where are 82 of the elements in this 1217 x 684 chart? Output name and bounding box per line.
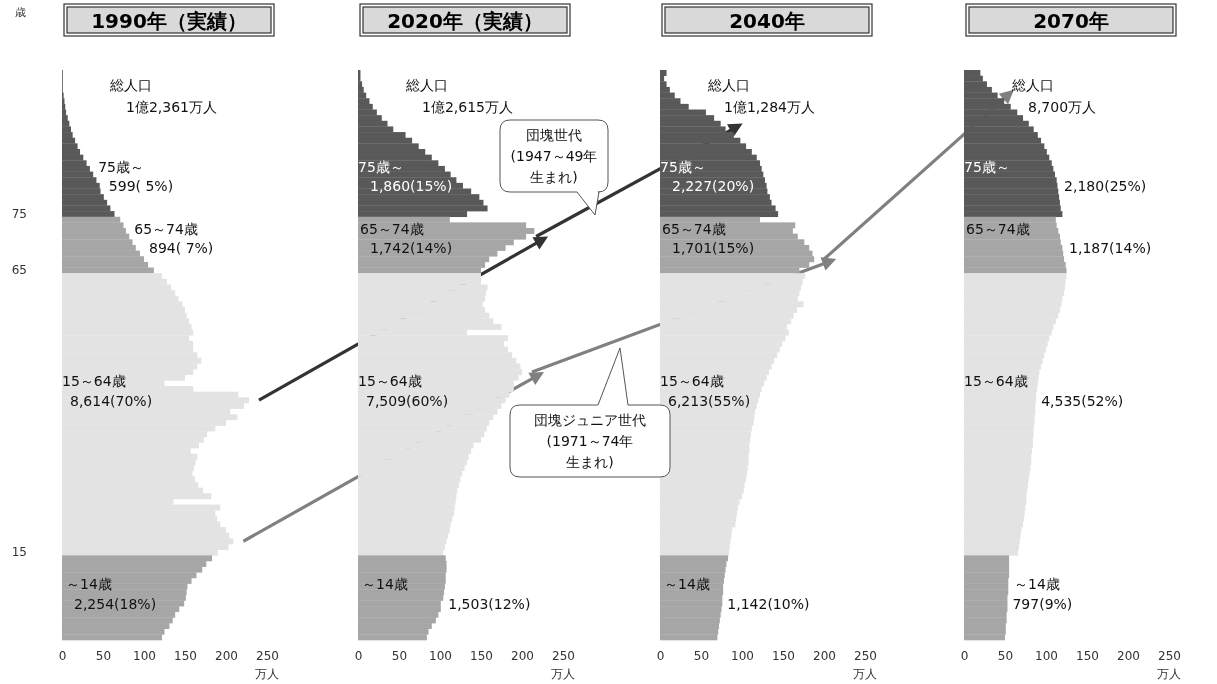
annotation: 2,180(25%) bbox=[1064, 178, 1147, 195]
annotation: 1億2,361万人 bbox=[126, 99, 217, 116]
annotation: 8,700万人 bbox=[1028, 99, 1097, 116]
x-tick-label: 200 bbox=[1117, 648, 1140, 663]
annotation: 総人口 bbox=[405, 76, 448, 93]
annotation: 生まれ) bbox=[530, 169, 578, 185]
annotation: 75歳～ bbox=[98, 158, 144, 175]
chart-title: 2040年 bbox=[729, 9, 805, 33]
annotation: 1,142(10%) bbox=[727, 595, 810, 612]
x-tick-label: 50 bbox=[391, 648, 408, 663]
annotation: 15～64歳 bbox=[358, 373, 422, 390]
annotation: ～14歳 bbox=[66, 576, 112, 593]
annotation: 7,509(60%) bbox=[366, 392, 449, 409]
x-tick-label: 100 bbox=[429, 648, 452, 663]
annotation: 団塊世代 bbox=[526, 127, 582, 143]
annotation: 894( 7%) bbox=[149, 240, 214, 257]
x-tick-label: 150 bbox=[1076, 648, 1099, 663]
x-tick-label: 200 bbox=[813, 648, 836, 663]
annotation: 4,535(52%) bbox=[1041, 392, 1124, 409]
annotation: 2,254(18%) bbox=[74, 595, 157, 612]
x-tick-label: 50 bbox=[95, 648, 112, 663]
chart-title: 2020年（実績） bbox=[387, 9, 543, 33]
x-tick-label: 250 bbox=[552, 648, 575, 663]
x-tick-label: 100 bbox=[1035, 648, 1058, 663]
annotation: 総人口 bbox=[1011, 76, 1054, 93]
y-tick-label: 75 bbox=[11, 206, 27, 221]
annotation: 65～74歳 bbox=[360, 220, 424, 237]
annotation: 団塊ジュニア世代 bbox=[534, 412, 646, 428]
annotation: 797(9%) bbox=[1012, 595, 1073, 612]
x-tick-label: 0 bbox=[656, 648, 665, 663]
x-tick-label: 0 bbox=[58, 648, 67, 663]
annotation: 総人口 bbox=[109, 76, 152, 93]
annotation: 75歳～ bbox=[660, 158, 706, 175]
annotation: 6,213(55%) bbox=[668, 392, 751, 409]
x-tick-label: 0 bbox=[354, 648, 363, 663]
annotation: 1,860(15%) bbox=[370, 178, 453, 195]
annotation: 1,187(14%) bbox=[1069, 240, 1152, 257]
annotation: ～14歳 bbox=[362, 576, 408, 593]
x-tick-label: 200 bbox=[215, 648, 238, 663]
x-tick-label: 50 bbox=[693, 648, 710, 663]
annotation: 65～74歳 bbox=[134, 220, 198, 237]
annotation: ～14歳 bbox=[664, 576, 710, 593]
x-tick-label: 200 bbox=[511, 648, 534, 663]
annotation: 15～64歳 bbox=[964, 373, 1028, 390]
chart-title: 1990年（実績） bbox=[91, 9, 247, 33]
x-tick-label: 250 bbox=[256, 648, 279, 663]
annotation: 15～64歳 bbox=[660, 373, 724, 390]
annotation: 65～74歳 bbox=[662, 220, 726, 237]
x-tick-label: 150 bbox=[174, 648, 197, 663]
annotation: 総人口 bbox=[707, 76, 750, 93]
annotation: 1億1,284万人 bbox=[724, 99, 815, 116]
chart-title: 2070年 bbox=[1033, 9, 1109, 33]
annotation: 1,701(15%) bbox=[672, 240, 755, 257]
x-axis-title: 万人 bbox=[1157, 667, 1181, 681]
x-tick-label: 150 bbox=[470, 648, 493, 663]
annotation: 599( 5%) bbox=[108, 178, 174, 195]
x-tick-label: 100 bbox=[133, 648, 156, 663]
annotation: 2,227(20%) bbox=[672, 178, 755, 195]
y-axis-title: 歳 bbox=[14, 6, 26, 19]
annotation: (1971～74年 bbox=[546, 433, 634, 449]
annotation: ～14歳 bbox=[1014, 576, 1060, 593]
x-tick-label: 100 bbox=[731, 648, 754, 663]
annotation: 1億2,615万人 bbox=[422, 99, 513, 116]
y-tick-label: 15 bbox=[11, 545, 27, 560]
x-tick-label: 250 bbox=[854, 648, 877, 663]
annotation: 75歳～ bbox=[358, 158, 404, 175]
annotation: 75歳～ bbox=[964, 158, 1010, 175]
x-axis-title: 万人 bbox=[255, 667, 279, 681]
x-tick-label: 0 bbox=[960, 648, 969, 663]
x-tick-label: 250 bbox=[1158, 648, 1181, 663]
annotation: 8,614(70%) bbox=[70, 392, 153, 409]
annotation: 65～74歳 bbox=[966, 220, 1030, 237]
annotation: 1,742(14%) bbox=[370, 240, 453, 257]
x-tick-label: 50 bbox=[997, 648, 1014, 663]
x-axis-title: 万人 bbox=[551, 667, 575, 681]
text: 生まれ) bbox=[566, 454, 614, 470]
annotation: (1947～49年 bbox=[510, 148, 598, 164]
x-axis-title: 万人 bbox=[853, 667, 877, 681]
y-tick-label: 65 bbox=[11, 263, 27, 278]
x-tick-label: 150 bbox=[772, 648, 795, 663]
annotation: 1,503(12%) bbox=[448, 595, 531, 612]
annotation: 15～64歳 bbox=[62, 373, 126, 390]
